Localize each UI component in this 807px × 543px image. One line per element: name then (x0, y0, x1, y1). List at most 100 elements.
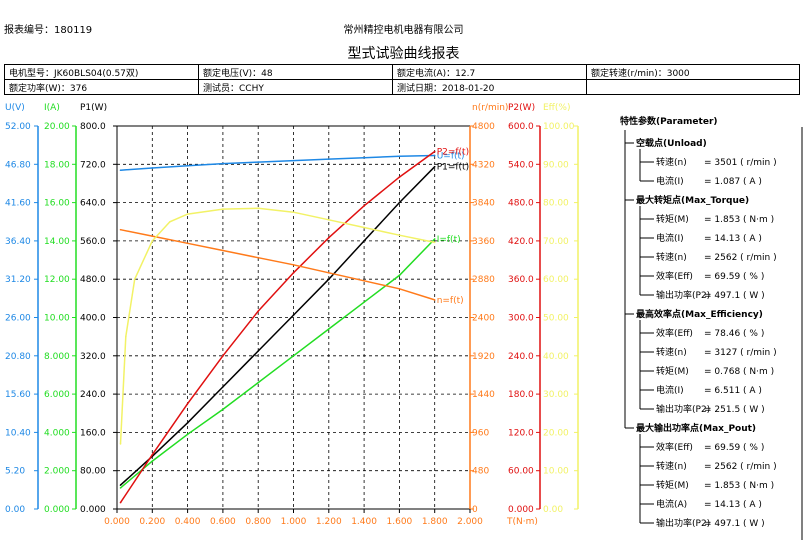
u-series-point (398, 155, 401, 157)
n-series-point (151, 235, 154, 237)
eff-series-point (292, 211, 295, 213)
info-row: 额定功率(W)：376 测试员：CCHY 测试日期：2018-01-20 (4, 79, 800, 95)
param-item-value: = 2562 ( r/min ) (704, 253, 777, 263)
param-item-value: = 6.511 ( A ) (704, 386, 762, 396)
param-item-value: = 251.5 ( W ) (704, 405, 765, 415)
param-item-value: = 1.853 ( N·m ) (704, 215, 774, 225)
u-series-label: U=f(t) (437, 151, 465, 161)
p2-tick-label: 60.00 (508, 467, 534, 477)
eff-tick-label: 30.00 (543, 390, 569, 400)
i-series-point (398, 274, 401, 277)
param-item-value: = 14.13 ( A ) (704, 500, 762, 510)
param-item-label: 效率(Eff) (656, 441, 693, 453)
i-series-label: I=f(t) (437, 235, 461, 245)
x-tick-label: 2.000 (457, 517, 483, 527)
n-tick-label: 4800 (472, 122, 495, 132)
n-tick-label: 3360 (472, 237, 495, 247)
report-title: 型式试验曲线报表 (347, 46, 460, 62)
p1-series-point (257, 350, 260, 352)
param-item-value: = 1.087 ( A ) (704, 177, 762, 187)
u-tick-label: 52.00 (5, 122, 31, 132)
param-item-label: 转速(n) (656, 346, 687, 358)
p2-tick-label: 180.0 (508, 390, 534, 400)
param-item-label: 转矩(M) (656, 213, 689, 225)
u-series-point (151, 167, 154, 169)
eff-tick-label: 100.00 (543, 122, 575, 132)
u-series-point (328, 158, 330, 160)
x-tick-label: 0.200 (139, 517, 165, 527)
p2-tick-label: 540.0 (508, 160, 534, 170)
u-tick-label: 15.60 (5, 390, 31, 400)
params-title: 特性参数(Parameter) (620, 115, 718, 127)
p2-series-point (186, 402, 189, 405)
empty-cell (586, 79, 800, 95)
param-item-value: = 69.59 ( % ) (704, 443, 764, 453)
n-series-point (186, 242, 189, 245)
eff-series-point (433, 241, 436, 244)
p1-tick-label: 240.0 (80, 390, 106, 400)
p1-series-point (186, 422, 189, 424)
p2-series-line (119, 150, 436, 504)
i-tick-label: 0.000 (44, 505, 70, 515)
param-item-value: = 1.853 ( N·m ) (704, 481, 774, 491)
i-series-point (363, 301, 365, 303)
u-axis-title: U(V) (5, 103, 25, 113)
p2-series-label: P2=f(t) (437, 148, 469, 158)
u-series-point (433, 154, 436, 157)
p2-series-point (398, 176, 401, 178)
x-tick-label: 1.400 (351, 517, 377, 527)
n-series-label: n=f(t) (437, 296, 464, 306)
i-tick-label: 20.00 (44, 122, 70, 132)
x-tick-label: 0.400 (175, 517, 201, 527)
param-group-label: 空载点(Unload) (636, 137, 707, 149)
p1-axis-title: P1(W) (80, 103, 107, 113)
param-group-label: 最高效率点(Max_Efficiency) (636, 308, 763, 320)
i-tick-label: 2.000 (44, 467, 70, 477)
eff-series-point (169, 220, 171, 223)
param-item-label: 转速(n) (656, 156, 687, 168)
eff-series-point (222, 208, 224, 210)
p1-tick-label: 560.0 (80, 237, 106, 247)
p1-series-point (292, 314, 295, 316)
u-series-point (222, 162, 224, 165)
param-item-label: 效率(Eff) (656, 327, 693, 339)
param-item-label: 电流(I) (656, 384, 684, 396)
i-series-point (119, 487, 122, 489)
param-item-value: = 3127 ( r/min ) (704, 348, 777, 358)
i-series-line (120, 238, 436, 489)
i-series-point (433, 238, 436, 240)
param-item-label: 输出功率(P2) (656, 289, 710, 301)
p1-series-point (398, 201, 401, 204)
i-series-point (222, 408, 224, 411)
p1-tick-label: 480.0 (80, 275, 106, 285)
n-series-point (257, 256, 260, 259)
i-tick-label: 10.00 (44, 314, 70, 324)
p2-series-point (257, 310, 260, 312)
i-series-point (257, 381, 260, 384)
p2-tick-label: 600.0 (508, 122, 534, 132)
u-tick-label: 10.40 (5, 428, 31, 438)
u-tick-label: 20.80 (5, 352, 31, 362)
p1-tick-label: 320.0 (80, 352, 106, 362)
param-item-label: 输出功率(P2) (656, 517, 710, 529)
eff-tick-label: 50.00 (543, 314, 569, 324)
param-item-value: = 14.13 ( A ) (704, 234, 762, 244)
n-series-point (363, 279, 365, 282)
n-tick-label: 1920 (472, 352, 495, 362)
x-tick-label: 1.200 (316, 517, 342, 527)
n-tick-label: 3840 (472, 199, 495, 209)
param-item-label: 转速(n) (656, 251, 687, 263)
n-tick-label: 4320 (472, 160, 495, 170)
p2-series-point (151, 453, 154, 456)
param-item-label: 转速(n) (656, 460, 687, 472)
eff-tick-label: 0.00 (543, 505, 563, 515)
i-series-point (328, 328, 330, 330)
u-tick-label: 36.40 (5, 237, 31, 247)
eff-series-point (125, 335, 127, 338)
p1-series-point (222, 386, 224, 388)
x-tick-label: 0.600 (210, 517, 236, 527)
n-tick-label: 2400 (472, 314, 495, 324)
p2-series-point (119, 501, 122, 504)
n-series-line (120, 228, 435, 301)
param-item-label: 电流(A) (656, 498, 687, 510)
